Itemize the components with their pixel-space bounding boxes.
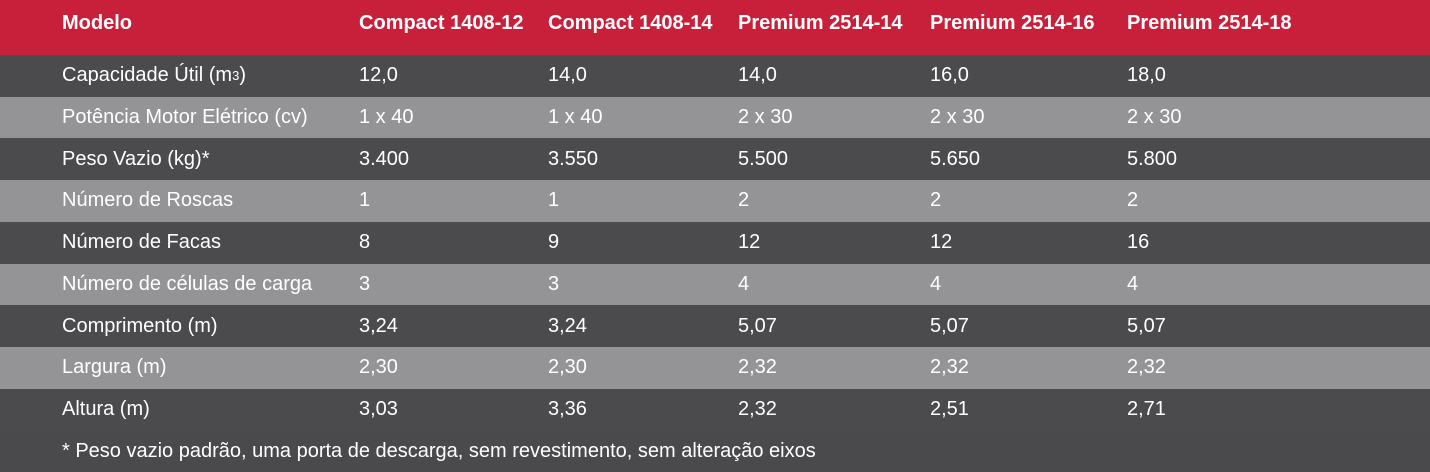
table-cell: 2,32 [738, 356, 777, 379]
table-cell: 5,07 [1127, 314, 1166, 337]
header-cell-model: Modelo [62, 12, 132, 34]
table-cell: 5,07 [930, 314, 969, 337]
table-cell: 4 [738, 272, 750, 295]
row-label-superscript: 3 [232, 68, 240, 84]
table-cell: 5.500 [738, 147, 789, 170]
table-cell: 3 [359, 272, 371, 295]
table-cell: 14,0 [548, 64, 587, 87]
header-cell-compact-1408-12: Compact 1408-12 [359, 12, 524, 34]
table-cell: 2,32 [930, 356, 969, 379]
table-row: Comprimento (m) 3,24 3,24 5,07 5,07 5,07 [0, 305, 1430, 347]
table-cell: 16,0 [930, 64, 969, 87]
table-cell: 1 [548, 189, 560, 212]
row-label: Número de Roscas [62, 189, 234, 212]
table-cell: 2 [738, 189, 750, 212]
header-cell-premium-2514-14: Premium 2514-14 [738, 12, 903, 34]
table-cell: 2 [1127, 189, 1139, 212]
row-label: Peso Vazio (kg)* [62, 147, 210, 170]
table-cell: 5.800 [1127, 147, 1178, 170]
table-cell: 12 [738, 231, 761, 254]
table-cell: 2,32 [1127, 356, 1166, 379]
table-cell: 4 [1127, 272, 1139, 295]
table-cell: 2,32 [738, 397, 777, 420]
table-row: Largura (m) 2,30 2,30 2,32 2,32 2,32 [0, 346, 1430, 389]
table-row: Peso Vazio (kg)* 3.400 3.550 5.500 5.650… [0, 138, 1430, 181]
table-cell: 14,0 [738, 64, 777, 87]
table-cell: 18,0 [1127, 64, 1166, 87]
row-label: Largura (m) [62, 356, 167, 379]
table-cell: 3 [548, 272, 560, 295]
table-cell: 12,0 [359, 64, 398, 87]
table-cell: 3,24 [548, 314, 587, 337]
table-cell: 2 x 30 [738, 106, 793, 129]
row-label: Número de células de carga [62, 272, 313, 295]
table-cell: 3.400 [359, 147, 410, 170]
table-cell: 9 [548, 231, 560, 254]
table-cell: 2,30 [548, 356, 587, 379]
table-header-row: Modelo Compact 1408-12 Compact 1408-14 P… [0, 0, 1430, 55]
table-row: Altura (m) 3,03 3,36 2,32 2,51 2,71 [0, 388, 1430, 431]
table-row: Capacidade Útil (m 3) 12,0 14,0 14,0 16,0… [0, 55, 1430, 97]
table-cell: 12 [930, 231, 953, 254]
table-cell: 3,03 [359, 397, 398, 420]
table-cell: 2 [930, 189, 942, 212]
table-cell: 1 x 40 [548, 106, 603, 129]
table-cell: 1 x 40 [359, 106, 414, 129]
table-cell: 8 [359, 231, 371, 254]
header-cell-premium-2514-18: Premium 2514-18 [1127, 12, 1292, 34]
table-cell: 2,71 [1127, 397, 1166, 420]
row-label: Comprimento (m) [62, 314, 218, 337]
table-cell: 2,51 [930, 397, 969, 420]
row-label: Capacidade Útil (m 3) [62, 55, 246, 97]
row-label-text: Capacidade Útil (m [62, 64, 233, 87]
table-row: Potência Motor Elétrico (cv) 1 x 40 1 x … [0, 96, 1430, 139]
row-label: Potência Motor Elétrico (cv) [62, 106, 308, 129]
table-cell: 3,24 [359, 314, 398, 337]
footnote: * Peso vazio padrão, uma porta de descar… [62, 440, 816, 462]
table-cell: 1 [359, 189, 371, 212]
table-cell: 2 x 30 [930, 106, 985, 129]
table-cell: 4 [930, 272, 942, 295]
header-cell-premium-2514-16: Premium 2514-16 [930, 12, 1095, 34]
table-cell: 5.650 [930, 147, 981, 170]
table-cell: 16 [1127, 231, 1150, 254]
table-row: Número de células de carga 3 3 4 4 4 [0, 263, 1430, 306]
table-cell: 5,07 [738, 314, 777, 337]
row-label: Número de Facas [62, 231, 221, 254]
table-row: Número de Roscas 1 1 2 2 2 [0, 180, 1430, 222]
table-cell: 2 x 30 [1127, 106, 1182, 129]
table-cell: 3,36 [548, 397, 587, 420]
header-cell-compact-1408-14: Compact 1408-14 [548, 12, 713, 34]
table-row: Número de Facas 8 9 12 12 16 [0, 221, 1430, 264]
row-label-end: ) [239, 64, 246, 87]
table-cell: 3.550 [548, 147, 599, 170]
table-cell: 2,30 [359, 356, 398, 379]
row-label: Altura (m) [62, 397, 150, 420]
